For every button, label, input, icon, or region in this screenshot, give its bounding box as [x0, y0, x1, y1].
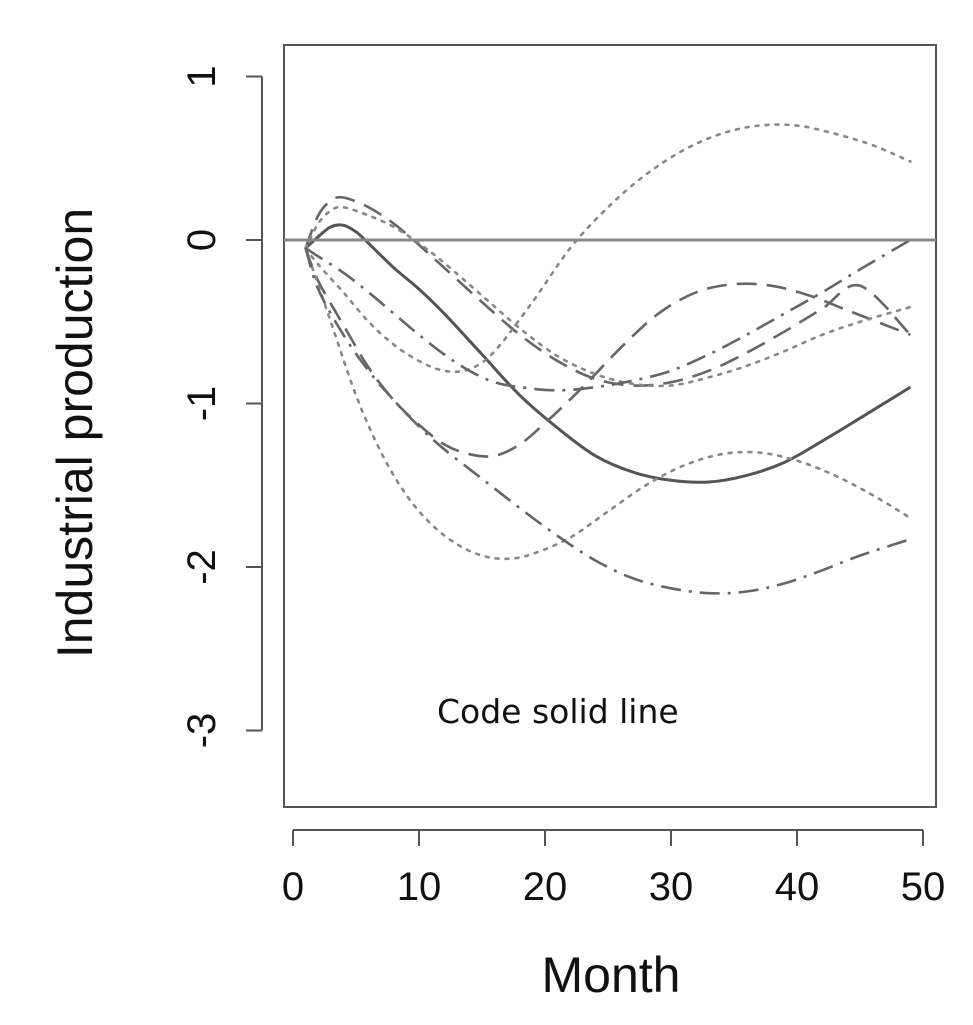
- series-line-5-dotted: [304, 246, 912, 561]
- plot-frame: [283, 44, 937, 808]
- series-layer: [304, 123, 912, 595]
- y-axis-title: Industrial production: [47, 208, 103, 658]
- series-line-2-dashed: [304, 195, 912, 387]
- series-line-3-dashed: [304, 247, 911, 458]
- x-tick-label: 30: [649, 865, 694, 909]
- y-tick-label: -3: [180, 713, 224, 749]
- series-line-6-dotted: [304, 205, 912, 388]
- y-axis: 1 0 -1 -2 -3: [180, 65, 263, 749]
- series-line-7-dashdot: [304, 247, 911, 595]
- x-axis-title: Month: [542, 947, 681, 1003]
- x-axis: 0 10 20 30 40 50: [282, 829, 946, 909]
- y-tick-label: -1: [180, 386, 224, 422]
- x-tick-label: 40: [775, 865, 820, 909]
- x-tick-label: 10: [397, 865, 442, 909]
- x-tick-label: 20: [523, 865, 568, 909]
- series-line-4-dotted: [304, 123, 912, 374]
- y-tick-label: 0: [180, 229, 224, 251]
- x-tick-label: 50: [901, 865, 946, 909]
- x-tick-label: 0: [282, 865, 304, 909]
- series-line-8-dashdot: [304, 238, 912, 392]
- annotation-label: Code solid line: [437, 692, 679, 731]
- series-line-1-solid: [304, 223, 912, 484]
- y-tick-label: -2: [180, 549, 224, 585]
- y-tick-label: 1: [180, 65, 224, 87]
